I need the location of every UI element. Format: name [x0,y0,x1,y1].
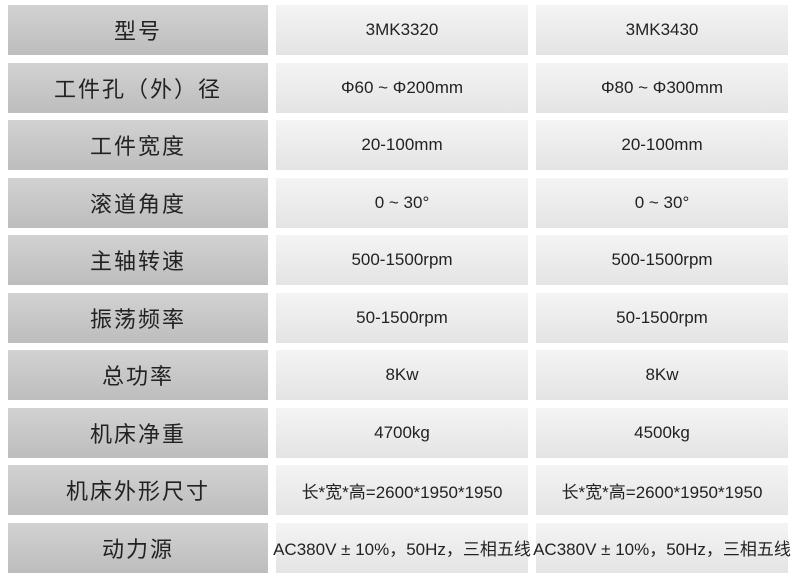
row-label: 型号 [8,5,268,55]
spec-value: Φ80 ~ Φ300mm [536,62,788,113]
spec-value: 50-1500rpm [536,292,788,343]
spec-value: AC380V ± 10%，50Hz，三相五线 [533,522,791,573]
spec-value: 4500kg [536,407,788,458]
row-label: 振荡频率 [8,292,268,343]
spec-value: Φ60 ~ Φ200mm [276,62,528,113]
spec-value: 500-1500rpm [536,235,788,285]
spec-value: 8Kw [276,350,528,400]
spec-value: 3MK3430 [536,5,788,55]
spec-value: 长*宽*高=2600*1950*1950 [536,465,788,515]
spec-value: 0 ~ 30° [536,177,788,228]
spec-value: 500-1500rpm [276,235,528,285]
spec-value: 4700kg [276,407,528,458]
spec-value: 长*宽*高=2600*1950*1950 [276,465,528,515]
spec-value: 20-100mm [536,120,788,170]
spec-value: AC380V ± 10%，50Hz，三相五线 [273,522,531,573]
row-label: 动力源 [8,522,268,573]
spec-value: 3MK3320 [276,5,528,55]
row-label: 工件宽度 [8,120,268,170]
spec-value: 20-100mm [276,120,528,170]
row-label: 工件孔（外）径 [8,62,268,113]
row-label: 总功率 [8,350,268,400]
spec-value: 0 ~ 30° [276,177,528,228]
row-label: 机床净重 [8,407,268,458]
row-label: 机床外形尺寸 [8,465,268,515]
row-label: 滚道角度 [8,177,268,228]
spec-value: 50-1500rpm [276,292,528,343]
row-label: 主轴转速 [8,235,268,285]
spec-value: 8Kw [536,350,788,400]
